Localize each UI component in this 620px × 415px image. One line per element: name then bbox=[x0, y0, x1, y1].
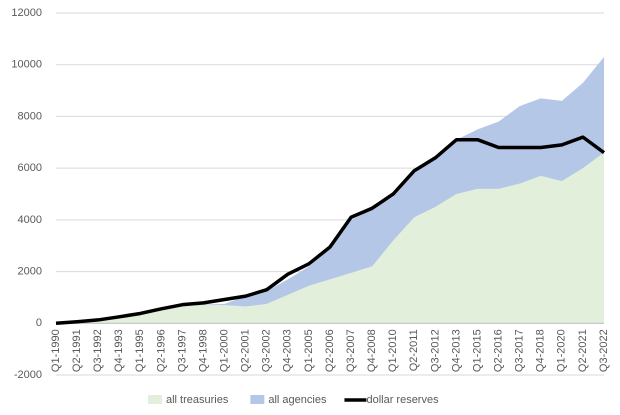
x-tick-label: Q4-2008 bbox=[366, 329, 378, 372]
x-tick-label: Q2-2021 bbox=[577, 329, 589, 372]
x-tick-label: Q2-2011 bbox=[408, 329, 420, 371]
x-tick-label: Q4-1998 bbox=[197, 329, 209, 372]
area bbox=[56, 152, 604, 324]
x-tick-label: Q2-1996 bbox=[155, 329, 167, 372]
y-tick-label: -2000 bbox=[14, 369, 42, 381]
x-tick-label: Q3-2022 bbox=[598, 329, 610, 372]
y-tick-label: 2000 bbox=[18, 265, 42, 277]
x-tick-label: Q1-2010 bbox=[387, 329, 399, 372]
legend-label: dollar reserves bbox=[366, 394, 439, 406]
x-tick-label: Q4-2003 bbox=[282, 329, 294, 372]
y-tick-label: 6000 bbox=[18, 162, 42, 174]
y-tick-label: 8000 bbox=[18, 110, 42, 122]
y-tick-label: 0 bbox=[36, 317, 42, 329]
x-tick-label: Q3-2007 bbox=[345, 329, 357, 372]
y-tick-label: 12000 bbox=[11, 7, 42, 19]
y-tick-label: 4000 bbox=[18, 214, 42, 226]
x-tick-label: Q3-2002 bbox=[261, 329, 273, 372]
x-tick-label: Q4-1993 bbox=[113, 329, 125, 372]
area bbox=[56, 56, 604, 324]
line bbox=[55, 135, 606, 326]
x-tick-label: Q2-2006 bbox=[324, 329, 336, 372]
x-tick-label: Q3-2017 bbox=[514, 329, 526, 372]
legend-label: all agencies bbox=[268, 394, 327, 406]
x-tick-label: Q3-2012 bbox=[429, 329, 441, 372]
y-tick-label: 10000 bbox=[11, 59, 42, 71]
x-tick-label: Q2-2001 bbox=[240, 329, 252, 372]
x-tick-label: Q1-1990 bbox=[50, 329, 62, 372]
x-tick-label: Q3-1997 bbox=[176, 329, 188, 372]
x-tick-label: Q2-2016 bbox=[493, 329, 505, 372]
x-tick-label: Q1-2005 bbox=[303, 329, 315, 372]
x-tick-label: Q3-1992 bbox=[92, 329, 104, 372]
legend-label: all treasuries bbox=[166, 394, 229, 406]
x-tick-label: Q1-2000 bbox=[219, 329, 231, 372]
x-tick-label: Q4-2013 bbox=[450, 329, 462, 372]
x-tick-label: Q1-2020 bbox=[556, 329, 568, 372]
legend-swatch bbox=[250, 395, 265, 404]
x-tick-label: Q2-1991 bbox=[71, 329, 83, 372]
x-tick-label: Q1-1995 bbox=[134, 329, 146, 372]
x-tick-label: Q4-2018 bbox=[535, 329, 547, 372]
x-tick-label: Q1-2015 bbox=[471, 329, 483, 372]
legend-swatch bbox=[148, 395, 162, 404]
